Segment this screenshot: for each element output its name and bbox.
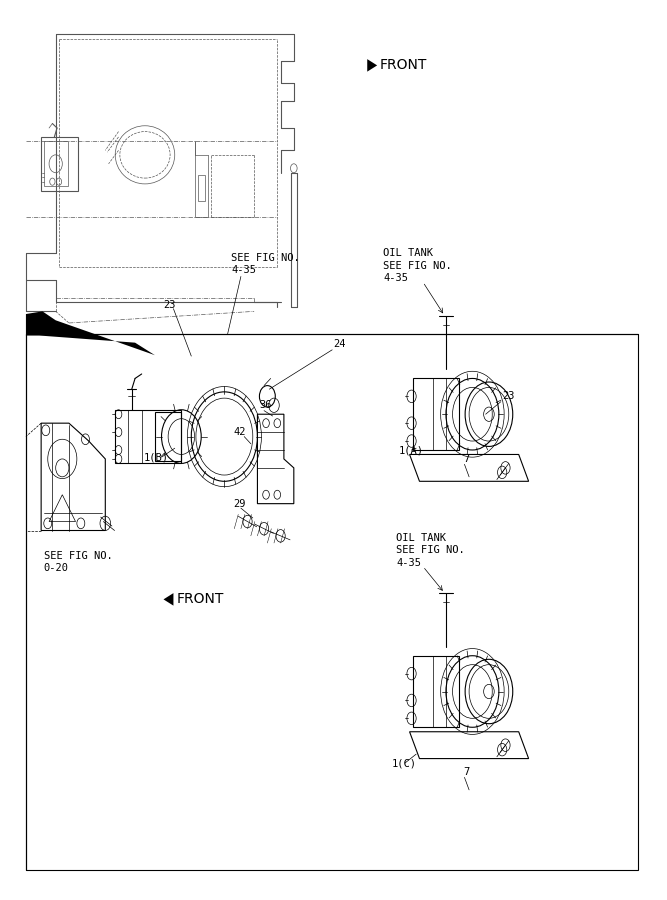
Text: FRONT: FRONT — [380, 58, 427, 72]
Text: 7: 7 — [463, 767, 470, 777]
Text: 24: 24 — [334, 339, 346, 349]
Text: 23: 23 — [163, 300, 175, 310]
Text: SEE FIG NO.: SEE FIG NO. — [396, 545, 465, 555]
Text: SEE FIG NO.: SEE FIG NO. — [231, 253, 299, 263]
Text: 23: 23 — [502, 392, 515, 401]
Bar — [26, 334, 638, 870]
Text: 29: 29 — [233, 499, 245, 508]
Text: SEE FIG NO.: SEE FIG NO. — [383, 261, 452, 271]
Text: 1(C): 1(C) — [392, 758, 417, 768]
Text: 42: 42 — [233, 428, 245, 437]
Text: OIL TANK: OIL TANK — [396, 533, 446, 543]
Polygon shape — [163, 593, 173, 606]
Bar — [45, 141, 67, 186]
Text: 0-20: 0-20 — [44, 563, 69, 573]
Text: SEE FIG NO.: SEE FIG NO. — [44, 551, 113, 561]
Text: 4-35: 4-35 — [383, 274, 408, 284]
Bar — [155, 412, 181, 461]
Text: 1(B): 1(B) — [143, 452, 169, 463]
Text: 4-35: 4-35 — [396, 558, 422, 568]
Text: 1(A): 1(A) — [398, 445, 424, 455]
Bar — [41, 137, 77, 191]
Polygon shape — [368, 59, 377, 72]
Text: 36: 36 — [259, 400, 272, 410]
Text: FRONT: FRONT — [177, 592, 224, 607]
Bar — [198, 175, 205, 202]
Polygon shape — [26, 311, 155, 356]
Text: 4-35: 4-35 — [231, 266, 256, 275]
Text: OIL TANK: OIL TANK — [383, 248, 433, 258]
Text: 7: 7 — [463, 454, 470, 464]
